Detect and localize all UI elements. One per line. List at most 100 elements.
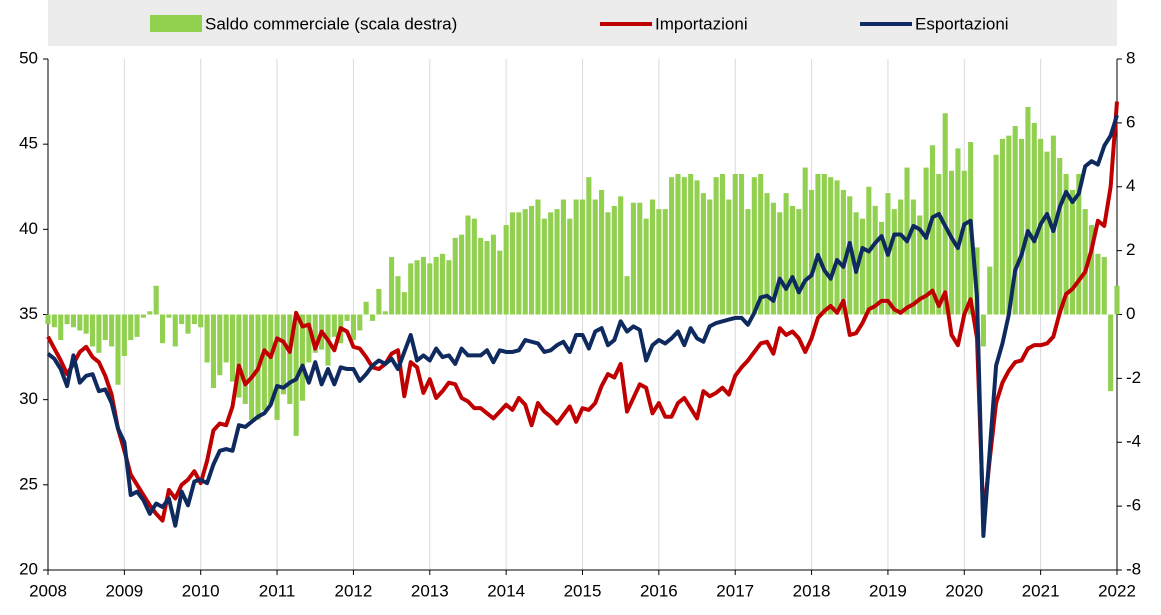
bar xyxy=(140,314,146,318)
bar xyxy=(917,215,923,315)
y2-tick-label: 8 xyxy=(1126,48,1135,67)
bar xyxy=(859,218,866,315)
bar xyxy=(745,209,751,315)
bar xyxy=(433,257,439,315)
bar xyxy=(414,260,420,315)
bar xyxy=(923,167,929,315)
y2-tick-label: 4 xyxy=(1126,176,1135,195)
bar xyxy=(287,314,293,404)
bar xyxy=(828,177,834,315)
bar xyxy=(764,193,770,315)
bar xyxy=(739,173,745,315)
bar xyxy=(1044,151,1050,315)
bar xyxy=(83,314,89,334)
bar xyxy=(134,314,140,337)
bar xyxy=(229,314,236,382)
bar xyxy=(147,311,153,315)
bar xyxy=(649,199,656,315)
bar xyxy=(618,196,624,315)
bar xyxy=(516,212,522,315)
bar xyxy=(809,189,815,315)
bar xyxy=(949,170,955,315)
bar xyxy=(719,173,726,315)
bar xyxy=(624,276,630,315)
bar xyxy=(166,314,172,318)
bar xyxy=(1057,158,1063,315)
legend-label: Esportazioni xyxy=(915,14,1009,33)
bar xyxy=(471,218,477,315)
bar xyxy=(579,199,586,315)
bar xyxy=(999,138,1006,315)
bar xyxy=(770,202,776,315)
bar xyxy=(497,250,503,315)
bar xyxy=(344,314,350,321)
bar xyxy=(1114,285,1120,315)
bar xyxy=(395,276,401,315)
x-tick-label: 2009 xyxy=(105,581,143,600)
bar xyxy=(121,314,127,357)
bar xyxy=(789,205,796,315)
bar xyxy=(815,173,821,315)
bar xyxy=(560,199,566,315)
y2-tick-label: 2 xyxy=(1126,240,1135,259)
bar xyxy=(306,314,312,363)
bar xyxy=(522,209,528,315)
bar xyxy=(58,314,64,341)
y-tick-label: 30 xyxy=(19,389,38,408)
bar xyxy=(159,314,166,344)
bar xyxy=(1095,253,1101,315)
y2-tick-label: -8 xyxy=(1126,559,1141,578)
bar xyxy=(420,257,426,315)
bar xyxy=(249,314,255,420)
legend-box xyxy=(48,0,1117,46)
bar xyxy=(45,314,51,325)
y-tick-label: 20 xyxy=(19,559,38,578)
bar xyxy=(1108,314,1114,392)
x-tick-label: 2015 xyxy=(564,581,602,600)
bar xyxy=(700,193,706,315)
x-tick-label: 2012 xyxy=(335,581,373,600)
bar xyxy=(198,314,204,328)
legend-label: Saldo commerciale (scala destra) xyxy=(205,14,457,33)
bar xyxy=(312,314,318,353)
bar xyxy=(465,215,471,315)
bar xyxy=(548,212,554,315)
bar xyxy=(484,241,490,315)
bar xyxy=(280,314,286,395)
bar xyxy=(713,177,719,315)
bar xyxy=(179,314,185,325)
bar xyxy=(611,205,617,315)
bar xyxy=(102,314,108,341)
bar xyxy=(204,314,210,363)
bar xyxy=(529,205,535,315)
bar xyxy=(751,177,757,315)
bar xyxy=(363,301,369,315)
bar xyxy=(1063,173,1069,315)
x-tick-label: 2017 xyxy=(716,581,754,600)
bar xyxy=(109,314,115,347)
bar xyxy=(980,314,986,347)
bar xyxy=(261,314,267,411)
x-tick-label: 2021 xyxy=(1022,581,1060,600)
bar xyxy=(872,205,878,315)
x-tick-label: 2008 xyxy=(29,581,67,600)
bar xyxy=(535,199,541,315)
bar xyxy=(1019,138,1025,315)
bar xyxy=(217,314,223,376)
bar xyxy=(910,199,916,315)
x-tick-label: 2020 xyxy=(945,581,983,600)
y2-tick-label: -4 xyxy=(1126,432,1141,451)
bar xyxy=(567,218,573,315)
bar xyxy=(490,234,496,315)
bar xyxy=(172,314,178,347)
x-tick-label: 2013 xyxy=(411,581,449,600)
bar xyxy=(993,154,999,315)
bar xyxy=(777,212,783,315)
x-tick-label: 2022 xyxy=(1098,581,1136,600)
bar xyxy=(573,199,579,315)
bar xyxy=(662,209,668,315)
bar xyxy=(408,263,414,315)
bar xyxy=(503,225,509,315)
bar xyxy=(796,209,802,315)
bar xyxy=(509,212,516,315)
